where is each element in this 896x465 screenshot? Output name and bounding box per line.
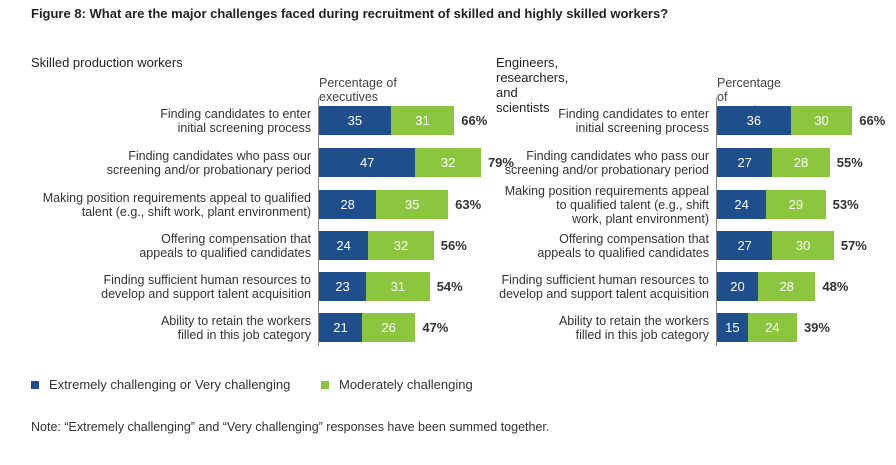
- legend-label: Extremely challenging or Very challengin…: [49, 377, 291, 392]
- category-label: Finding candidates to enter initial scree…: [0, 107, 709, 135]
- bar-segment-moderately-challenging: 32: [415, 148, 481, 177]
- bar-segment-moderately-challenging: 28: [758, 272, 816, 301]
- bar-segment-extremely-very-challenging: 27: [717, 148, 773, 177]
- bar-segment-moderately-challenging: 28: [772, 148, 830, 177]
- total-label: 54%: [436, 279, 463, 294]
- category-label-line: develop and support talent acquisition: [101, 286, 311, 301]
- legend-swatch-green: [321, 380, 329, 389]
- category-label-line: Offering compensation that: [161, 231, 311, 246]
- category-label-line: appeals to qualified candidates: [537, 245, 709, 260]
- category-label-line: filled in this job category: [177, 327, 311, 342]
- category-label-line: Offering compensation that: [559, 231, 709, 246]
- bar-segment-moderately-challenging: 31: [390, 106, 455, 135]
- category-label-line: filled in this job category: [575, 327, 709, 342]
- category-label-line: work, plant environment): [572, 211, 709, 226]
- bar-segment-extremely-very-challenging: 15: [717, 313, 748, 342]
- bar-segment-moderately-challenging: 24: [747, 313, 797, 342]
- figure-title: Figure 8: What are the major challenges …: [31, 6, 669, 21]
- bar-segment-moderately-challenging: 26: [362, 313, 416, 342]
- bar-segment-extremely-very-challenging: 35: [319, 106, 391, 135]
- category-label-line: Ability to retain the workers: [160, 313, 311, 328]
- bar-segment-moderately-challenging: 29: [766, 190, 826, 219]
- bar-segment-moderately-challenging: 31: [366, 272, 430, 301]
- category-label-line: talent (e.g., shift work, plant environm…: [81, 204, 311, 219]
- bar-segment-moderately-challenging: 30: [772, 231, 834, 260]
- category-label: Offering compensation that appeals to qua…: [0, 232, 709, 260]
- category-label: Finding sufficient human resources to dev…: [0, 273, 709, 301]
- axis-label: Percentage of executives: [319, 76, 397, 104]
- category-label-line: appeals to qualified candidates: [139, 245, 311, 260]
- total-label: 53%: [832, 197, 859, 212]
- category-label-line: Finding sufficient human resources to: [501, 272, 709, 287]
- total-label: 66%: [461, 113, 488, 128]
- total-label: 57%: [840, 238, 867, 253]
- category-label-line: develop and support talent acquisition: [499, 286, 709, 301]
- category-label-line: initial screening process: [177, 120, 311, 135]
- bar-segment-extremely-very-challenging: 23: [319, 272, 367, 301]
- category-label-line: Making position requirements appeal: [504, 183, 709, 198]
- legend-item-series2: Moderately challenging: [321, 377, 473, 392]
- chart-title: Engineers, researchers, and scientists: [496, 55, 569, 115]
- chart-title: Skilled production workers: [31, 55, 183, 70]
- chart-engineers-researchers-scientists: Engineers, researchers, and scientists P…: [0, 0, 885, 360]
- axis-line: [318, 98, 319, 346]
- category-label: Ability to retain the workers filled in t…: [0, 314, 709, 342]
- category-label: Finding candidates who pass our screening…: [0, 149, 311, 177]
- total-label: 48%: [822, 279, 849, 294]
- bar-segment-extremely-very-challenging: 27: [717, 231, 773, 260]
- category-label: Finding candidates to enter initial scree…: [0, 107, 311, 135]
- bar-segment-moderately-challenging: 35: [376, 190, 449, 219]
- footnote: Note: “Extremely challenging” and “Very …: [31, 420, 550, 434]
- legend-label: Moderately challenging: [339, 377, 473, 392]
- bar-segment-extremely-very-challenging: 36: [717, 106, 791, 135]
- bar-segment-extremely-very-challenging: 28: [319, 190, 377, 219]
- total-label: 66%: [859, 113, 886, 128]
- category-label: Offering compensation that appeals to qua…: [0, 232, 311, 260]
- category-label-line: screening and/or probationary period: [504, 162, 709, 177]
- total-label: 47%: [422, 320, 449, 335]
- bar-segment-extremely-very-challenging: 24: [319, 231, 369, 260]
- bar-segment-extremely-very-challenging: 20: [717, 272, 758, 301]
- category-label-line: initial screening process: [575, 120, 709, 135]
- bar-segment-extremely-very-challenging: 21: [319, 313, 363, 342]
- total-label: 55%: [836, 155, 863, 170]
- axis-line: [716, 98, 717, 346]
- category-label-line: Finding candidates to enter: [558, 106, 709, 121]
- category-label-line: Ability to retain the workers: [558, 313, 709, 328]
- category-label-line: Finding sufficient human resources to: [103, 272, 311, 287]
- category-label-line: Finding candidates who pass our: [128, 148, 311, 163]
- total-label: 79%: [487, 155, 514, 170]
- total-label: 39%: [803, 320, 830, 335]
- legend-swatch-navy: [31, 380, 39, 389]
- total-label: 63%: [455, 197, 482, 212]
- legend-item-series1: Extremely challenging or Very challengin…: [31, 377, 290, 392]
- category-label-line: to qualified talent (e.g., shift: [556, 197, 709, 212]
- category-label-line: Finding candidates to enter: [160, 106, 311, 121]
- category-label: Finding sufficient human resources to dev…: [0, 273, 311, 301]
- bar-segment-moderately-challenging: 32: [368, 231, 434, 260]
- bar-segment-extremely-very-challenging: 24: [717, 190, 767, 219]
- category-label-line: screening and/or probationary period: [106, 162, 311, 177]
- chart-skilled-production-workers: Skilled production workers Percentage of…: [0, 0, 514, 360]
- category-label: Ability to retain the workers filled in t…: [0, 314, 311, 342]
- bar-segment-moderately-challenging: 30: [790, 106, 853, 135]
- bar-segment-extremely-very-challenging: 47: [319, 148, 416, 177]
- category-label: Making position requirements appeal to q…: [0, 191, 311, 219]
- total-label: 56%: [440, 238, 467, 253]
- category-label-line: Finding candidates who pass our: [526, 148, 709, 163]
- category-label: Making position requirements appeal to qu…: [0, 184, 709, 226]
- category-label: Finding candidates who pass our screening…: [0, 149, 709, 177]
- category-label-line: Making position requirements appeal to q…: [42, 190, 311, 205]
